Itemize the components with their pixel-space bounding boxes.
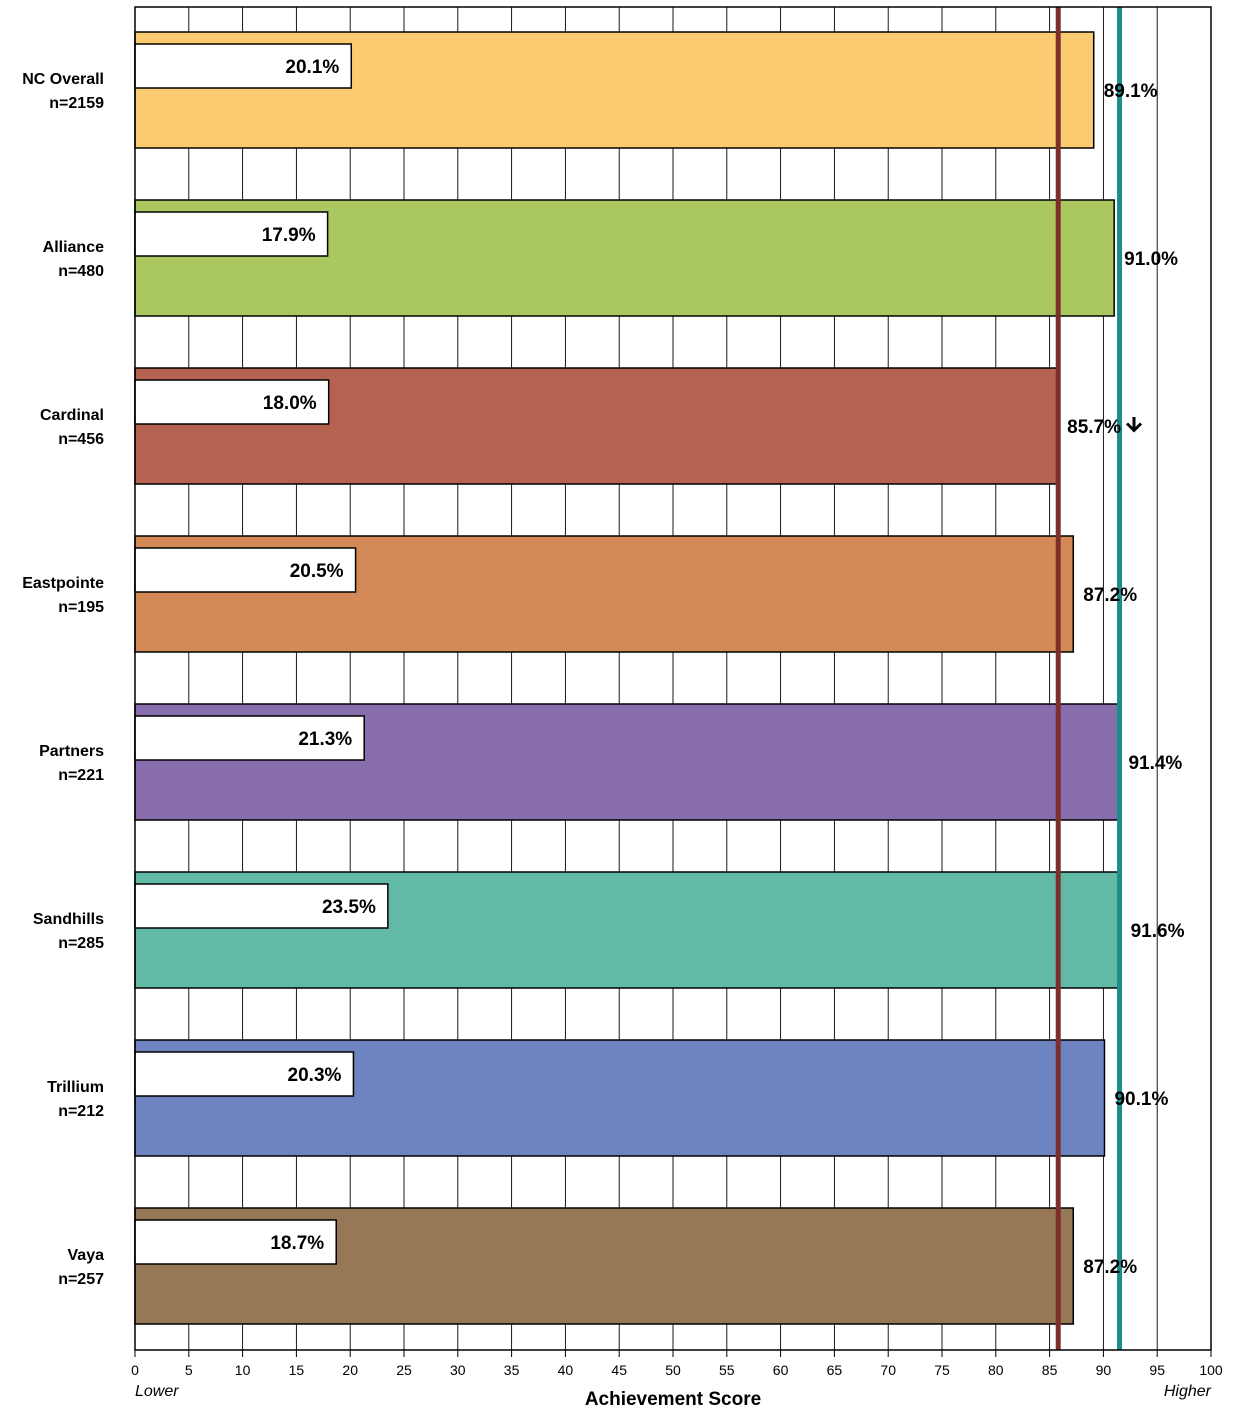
category-label: Partners <box>39 743 104 760</box>
tick-label: 30 <box>450 1362 466 1378</box>
inner-value-label: 20.1% <box>285 57 339 78</box>
inner-bar-vaya <box>134 1219 337 1265</box>
x-axis-lower-label: Lower <box>135 1383 179 1400</box>
n-label: n=195 <box>58 599 104 616</box>
tick-label: 55 <box>719 1362 735 1378</box>
n-label: n=480 <box>58 263 104 280</box>
tick-label: 80 <box>988 1362 1004 1378</box>
n-label: n=212 <box>58 1103 104 1120</box>
category-label: NC Overall <box>22 71 104 88</box>
n-label: n=2159 <box>49 95 104 112</box>
inner-bar-cardinal <box>134 379 330 425</box>
inner-value-label: 20.5% <box>290 561 344 582</box>
tick-label: 35 <box>504 1362 520 1378</box>
tick-label: 85 <box>1042 1362 1058 1378</box>
value-label: 90.1% <box>1114 1089 1168 1110</box>
value-label: 89.1% <box>1104 81 1158 102</box>
tick-label: 95 <box>1149 1362 1165 1378</box>
bars <box>134 31 1122 1325</box>
value-label: 91.0% <box>1124 249 1178 270</box>
tick-label: 50 <box>665 1362 681 1378</box>
category-label: Alliance <box>43 239 104 256</box>
n-label: n=456 <box>58 431 104 448</box>
inner-value-label: 17.9% <box>262 225 316 246</box>
tick-label: 40 <box>558 1362 574 1378</box>
category-label: Cardinal <box>40 407 104 424</box>
n-label: n=257 <box>58 1271 104 1288</box>
tick-label: 60 <box>773 1362 789 1378</box>
category-label: Trillium <box>47 1079 104 1096</box>
inner-value-label: 20.3% <box>288 1065 342 1086</box>
tick-label: 15 <box>289 1362 305 1378</box>
inner-value-label: 18.7% <box>270 1233 324 1254</box>
inner-bar-sandhills <box>134 883 389 929</box>
labels: 20.1% 89.1% NC Overall n=2159 17.9% 91.0% Alli… <box>22 57 1184 1288</box>
n-label: n=221 <box>58 767 104 784</box>
tick-label: 10 <box>235 1362 251 1378</box>
category-label: Eastpointe <box>22 575 104 592</box>
category-label: Sandhills <box>33 911 104 928</box>
inner-value-label: 21.3% <box>298 729 352 750</box>
tick-label: 5 <box>185 1362 193 1378</box>
n-label: n=285 <box>58 935 104 952</box>
tick-label: 90 <box>1096 1362 1112 1378</box>
tick-label: 100 <box>1199 1362 1223 1378</box>
inner-bar-partners <box>134 715 365 761</box>
value-label: 87.2% <box>1083 1257 1137 1278</box>
value-label: 85.7% <box>1067 417 1121 438</box>
category-label: Vaya <box>68 1247 105 1264</box>
x-axis-ticks: 0 5 10 15 20 25 30 35 40 45 50 55 60 65 70 75 80 85 90 95 10… <box>131 1350 1223 1378</box>
tick-label: 45 <box>611 1362 627 1378</box>
inner-bar-nc-overall <box>134 43 353 89</box>
down-arrow-icon <box>1126 417 1143 433</box>
tick-label: 0 <box>131 1362 139 1378</box>
inner-value-label: 18.0% <box>263 393 317 414</box>
x-axis-higher-label: Higher <box>1164 1383 1212 1400</box>
inner-value-label: 23.5% <box>322 897 376 918</box>
x-axis-title: Achievement Score <box>585 1389 761 1410</box>
tick-label: 65 <box>827 1362 843 1378</box>
tick-label: 20 <box>342 1362 358 1378</box>
value-label: 91.4% <box>1128 753 1182 774</box>
tick-label: 25 <box>396 1362 412 1378</box>
reference-lines <box>1055 7 1123 1350</box>
inner-bar-eastpointe <box>134 547 357 593</box>
inner-bar-alliance <box>134 211 329 257</box>
tick-label: 75 <box>934 1362 950 1378</box>
tick-label: 70 <box>880 1362 896 1378</box>
value-label: 91.6% <box>1131 921 1185 942</box>
value-label: 87.2% <box>1083 585 1137 606</box>
inner-bar-trillium <box>134 1051 355 1097</box>
